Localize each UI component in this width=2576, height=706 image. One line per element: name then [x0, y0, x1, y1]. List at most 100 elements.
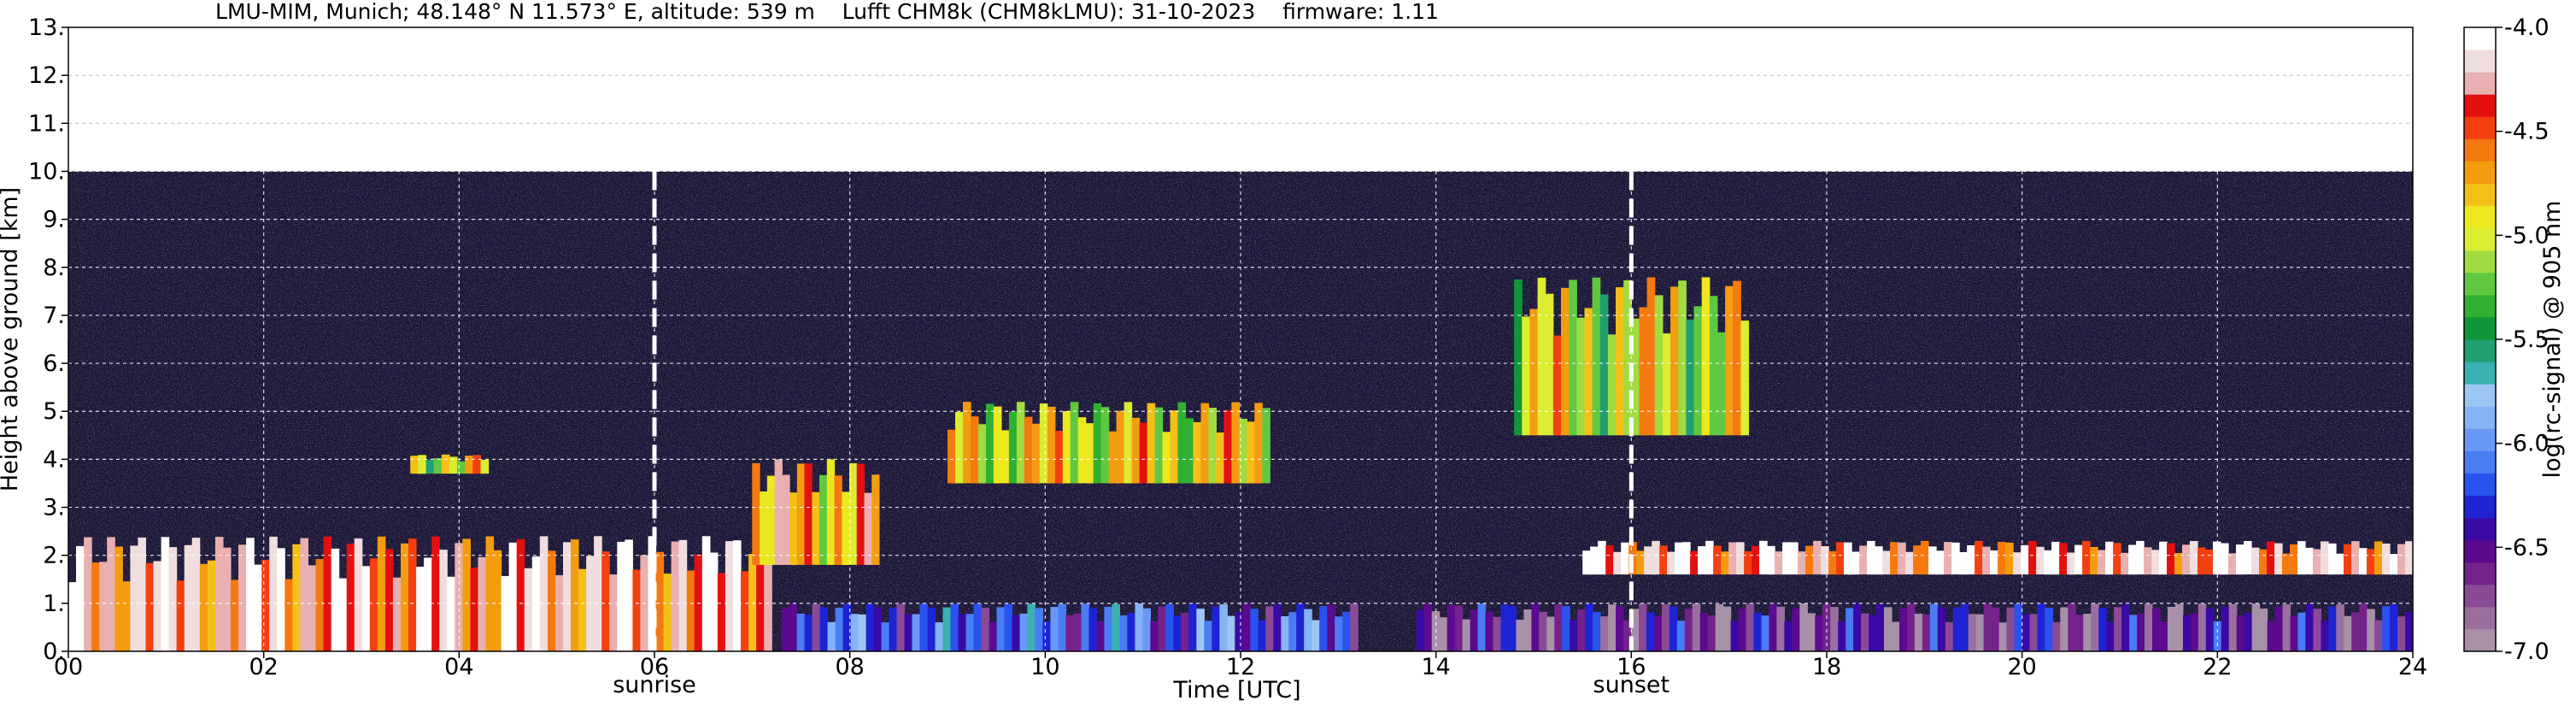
signal-cell: [1008, 411, 1018, 484]
signal-cell: [1792, 608, 1800, 651]
signal-cell: [531, 556, 541, 651]
y-tick-label: 11.: [28, 110, 65, 137]
signal-cell: [199, 563, 208, 651]
signal-cell: [1959, 552, 1968, 575]
signal-cell: [1875, 546, 1883, 575]
signal-cell: [1998, 542, 2006, 575]
x-tick-label: 24: [2398, 654, 2427, 680]
signal-cell: [1945, 622, 1954, 651]
signal-cell: [2036, 546, 2045, 575]
signal-cell: [2121, 603, 2130, 651]
signal-cell: [516, 538, 525, 651]
signal-cell: [1784, 621, 1793, 651]
signal-cell: [2290, 615, 2299, 651]
signal-cell: [1116, 410, 1125, 484]
signal-cell: [2113, 543, 2121, 575]
y-tick-label: 9.: [43, 207, 65, 233]
signal-cell: [2136, 540, 2145, 575]
signal-cell: [686, 570, 695, 651]
signal-cell: [1759, 540, 1768, 575]
signal-cell: [2060, 607, 2068, 651]
colorbar-swatch: [2464, 183, 2496, 207]
signal-cell: [1062, 411, 1071, 484]
signal-cell: [1699, 612, 1709, 651]
signal-cell: [1659, 545, 1668, 575]
signal-cell: [2244, 541, 2252, 575]
signal-cell: [842, 603, 852, 651]
signal-cell: [1523, 609, 1532, 651]
signal-cell: [963, 402, 971, 484]
signal-cell: [965, 614, 975, 651]
signal-cell: [1675, 542, 1683, 575]
signal-cell: [2006, 607, 2016, 651]
x-tick-label: 14: [1421, 654, 1450, 680]
x-tick-label: 06: [640, 654, 669, 680]
signal-cell: [1247, 421, 1255, 484]
colorbar-tick-label: -6.0: [2504, 431, 2550, 457]
signal-cell: [782, 474, 790, 565]
signal-cell: [1584, 308, 1593, 436]
signal-cell: [2167, 543, 2175, 575]
signal-cell: [384, 549, 394, 651]
signal-cell: [1621, 542, 1629, 575]
signal-cell: [1319, 606, 1328, 651]
signal-cell: [1644, 546, 1652, 575]
signal-cell: [424, 557, 432, 651]
signal-cell: [2075, 615, 2084, 651]
signal-cell: [214, 537, 224, 651]
colorbar-swatch: [2464, 428, 2496, 451]
signal-cell: [927, 607, 936, 651]
signal-cell: [1744, 550, 1752, 575]
signal-cell: [501, 575, 510, 651]
signal-cell: [2397, 544, 2406, 575]
colorbar-swatch: [2464, 384, 2496, 407]
signal-cell: [1439, 617, 1448, 651]
signal-cell: [2228, 553, 2237, 575]
signal-cell: [2274, 606, 2284, 651]
signal-cell: [377, 536, 386, 651]
signal-cell: [470, 568, 478, 651]
colorbar-swatch: [2464, 562, 2496, 585]
signal-cell: [1593, 612, 1601, 651]
signal-cell: [2344, 615, 2352, 651]
signal-cell: [410, 456, 419, 474]
signal-cell: [1273, 604, 1282, 651]
signal-cell: [717, 573, 726, 651]
signal-cell: [1736, 542, 1745, 575]
signal-cell: [2182, 615, 2192, 651]
signal-cell: [2051, 541, 2060, 575]
signal-feature: [781, 603, 1358, 651]
signal-cell: [191, 538, 201, 651]
y-axis: 0. 1. 2. 3. 4. 5. 6. 7. 8. 9. 10. 11. 12. 13.: [28, 15, 68, 665]
signal-cell: [1546, 616, 1555, 651]
signal-cell: [433, 458, 443, 474]
signal-cell: [1081, 603, 1089, 651]
signal-cell: [485, 536, 495, 651]
signal-cell: [91, 562, 100, 651]
signal-cell: [796, 463, 806, 565]
signal-cell: [161, 537, 170, 651]
signal-cell: [1150, 621, 1159, 651]
signal-cell: [1799, 603, 1808, 651]
signal-cell: [99, 562, 108, 651]
signal-cell: [2336, 553, 2344, 575]
colorbar-tick-label: -7.0: [2504, 638, 2550, 665]
signal-cell: [1669, 606, 1678, 651]
signal-cell: [1170, 410, 1179, 484]
signal-cell: [1477, 603, 1487, 651]
signal-cell: [462, 538, 471, 651]
signal-cell: [138, 537, 146, 651]
signal-cell: [866, 603, 875, 651]
colorbar-swatch: [2464, 116, 2496, 139]
signal-cell: [1667, 551, 1675, 575]
signal-cell: [1239, 418, 1247, 484]
signal-cell: [1968, 614, 1977, 651]
colorbar-swatch: [2464, 205, 2496, 229]
signal-cell: [1154, 407, 1164, 484]
signal-cell: [2159, 541, 2168, 575]
signal-cell: [1616, 606, 1624, 651]
signal-cell: [1200, 403, 1210, 484]
signal-cell: [1570, 620, 1578, 651]
signal-cell: [889, 607, 898, 651]
signal-cell: [1983, 603, 1992, 651]
